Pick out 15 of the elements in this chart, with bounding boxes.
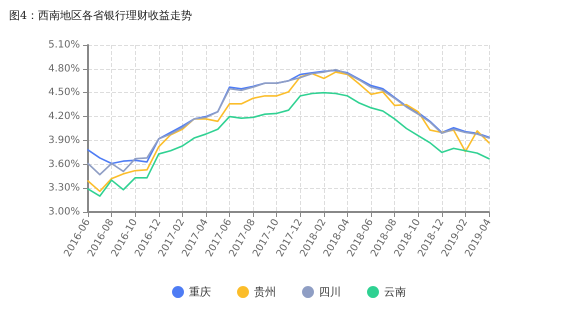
legend-label: 云南: [384, 286, 406, 298]
y-tick-label: 3.60%: [48, 158, 80, 170]
line-series: [87, 71, 490, 192]
legend-label: 重庆: [189, 286, 211, 298]
chart-title: 图4：西南地区各省银行理财收益走势: [9, 9, 192, 22]
y-tick-label: 3.90%: [48, 134, 80, 146]
legend-label: 四川: [319, 286, 341, 298]
legend-label: 贵州: [254, 286, 276, 298]
y-tick-label: 3.30%: [48, 182, 80, 194]
line-series: [87, 92, 490, 197]
y-tick-label: 4.80%: [48, 63, 80, 74]
y-tick-label: 4.50%: [48, 87, 80, 98]
y-tick-label: 4.20%: [48, 111, 80, 122]
y-tick-label: 3.00%: [48, 206, 80, 218]
y-tick-label: 5.10%: [48, 40, 80, 50]
